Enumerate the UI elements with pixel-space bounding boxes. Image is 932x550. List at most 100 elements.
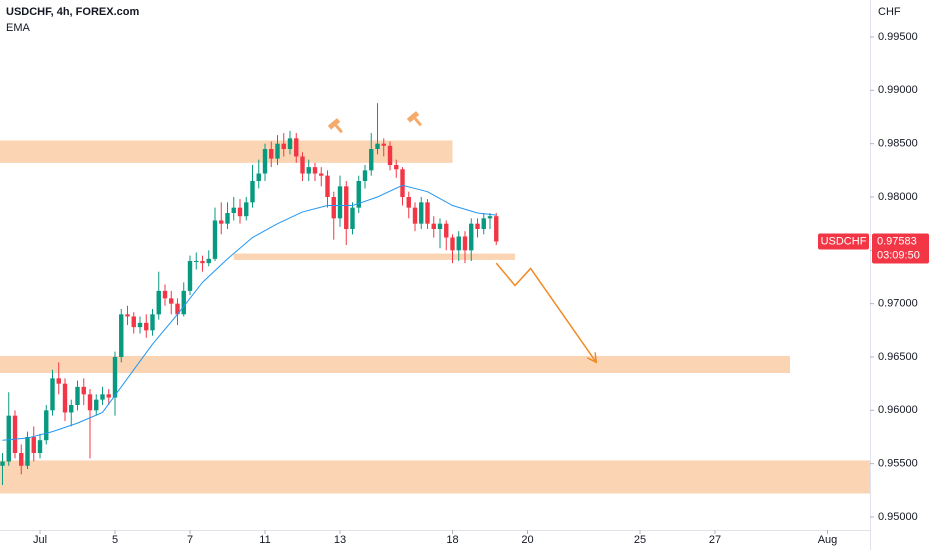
candle-body bbox=[444, 223, 449, 238]
candle-body bbox=[225, 213, 230, 224]
countdown-label: 03:09:50 bbox=[877, 249, 920, 261]
zone bbox=[0, 140, 453, 163]
x-tick-label: 5 bbox=[112, 534, 118, 546]
candle-body bbox=[106, 394, 111, 398]
candle-body bbox=[12, 415, 18, 453]
chart-title: USDCHF, 4h, FOREX.com bbox=[6, 6, 139, 18]
candle-body bbox=[81, 386, 86, 395]
y-tick-label: 0.99000 bbox=[878, 84, 918, 96]
candle-body bbox=[250, 181, 255, 203]
candle-body bbox=[256, 173, 261, 182]
x-tick-label: 20 bbox=[521, 534, 533, 546]
arrow bbox=[495, 262, 597, 363]
candle-body bbox=[87, 394, 93, 411]
candle-body bbox=[269, 149, 274, 159]
flag-icon bbox=[327, 118, 343, 134]
candle-body bbox=[137, 322, 143, 328]
candle-body bbox=[94, 399, 99, 411]
x-tick-label: 25 bbox=[634, 534, 646, 546]
candle-body bbox=[306, 167, 311, 174]
candle-body bbox=[331, 197, 336, 219]
y-tick-label: 0.97000 bbox=[878, 298, 918, 310]
candle-body bbox=[119, 314, 124, 357]
candle-body bbox=[387, 145, 393, 166]
candle-body bbox=[37, 440, 43, 453]
candle-body bbox=[462, 236, 468, 251]
candle-body bbox=[162, 290, 168, 299]
candle-body bbox=[169, 298, 174, 304]
candle-body bbox=[431, 223, 436, 230]
candle-body bbox=[350, 207, 355, 230]
y-tick-label: 0.95000 bbox=[878, 511, 918, 523]
y-tick-label: 0.96000 bbox=[878, 404, 918, 416]
candle-body bbox=[19, 452, 24, 466]
candle-body bbox=[450, 237, 455, 251]
candle-body bbox=[487, 216, 493, 219]
last-price-tag bbox=[872, 233, 929, 264]
candle-body bbox=[369, 149, 374, 171]
candle-body bbox=[200, 261, 205, 264]
candle-body bbox=[62, 383, 68, 413]
candle-body bbox=[187, 261, 193, 291]
candle-body bbox=[325, 175, 330, 198]
symbol-label: USDCHF bbox=[821, 235, 867, 247]
candle-body bbox=[356, 181, 361, 208]
candle-body bbox=[0, 461, 5, 466]
candle-body bbox=[262, 149, 268, 174]
candle-body bbox=[375, 143, 380, 150]
symbol-tag bbox=[818, 233, 869, 250]
candle-body bbox=[406, 197, 411, 208]
candle-body bbox=[281, 143, 286, 150]
candle-body bbox=[100, 394, 105, 400]
candle-body bbox=[312, 167, 318, 174]
zone bbox=[0, 460, 870, 494]
candle-body bbox=[231, 207, 236, 214]
candle-body bbox=[394, 165, 399, 170]
candle-body bbox=[212, 220, 218, 259]
candle-body bbox=[69, 404, 74, 413]
candle-body bbox=[237, 207, 243, 217]
candle-body bbox=[125, 314, 130, 317]
ema-line bbox=[2, 184, 497, 441]
last-price-label: 0.97583 bbox=[877, 235, 917, 247]
candle-body bbox=[131, 316, 136, 328]
candle-body bbox=[337, 186, 343, 219]
x-tick-label: 18 bbox=[446, 534, 458, 546]
candle-body bbox=[156, 290, 161, 315]
x-tick-label: Jul bbox=[33, 534, 47, 546]
candle-body bbox=[362, 170, 368, 182]
y-axis-label: CHF bbox=[878, 6, 901, 18]
candle-body bbox=[437, 223, 443, 230]
candle-body bbox=[75, 386, 80, 405]
x-tick-label: 7 bbox=[187, 534, 193, 546]
candle-body bbox=[6, 415, 11, 462]
arrow-head bbox=[586, 352, 598, 364]
x-tick-label: 11 bbox=[259, 534, 270, 546]
candle-body bbox=[469, 223, 474, 251]
y-tick-label: 0.96500 bbox=[878, 351, 918, 363]
candle-body bbox=[425, 202, 430, 224]
x-tick-label: Aug bbox=[818, 534, 838, 546]
candle-body bbox=[175, 303, 180, 315]
candle-body bbox=[150, 314, 155, 331]
candle-body bbox=[381, 143, 386, 146]
candle-body bbox=[475, 223, 480, 230]
flag-icon bbox=[406, 111, 422, 127]
candle-body bbox=[294, 138, 299, 157]
candle-body bbox=[44, 410, 49, 441]
candle-body bbox=[50, 378, 55, 411]
x-tick-label: 27 bbox=[709, 534, 721, 546]
y-tick-label: 0.98000 bbox=[878, 191, 918, 203]
candle-body bbox=[219, 220, 224, 224]
candle-body bbox=[412, 207, 418, 224]
x-tick-label: 13 bbox=[334, 534, 346, 546]
candle-body bbox=[25, 436, 30, 466]
candle-body bbox=[481, 218, 486, 230]
candle-body bbox=[194, 261, 199, 263]
zone bbox=[0, 355, 790, 373]
y-tick-label: 0.98500 bbox=[878, 138, 918, 150]
candle-body bbox=[319, 173, 324, 176]
y-tick-label: 0.99500 bbox=[878, 31, 918, 43]
